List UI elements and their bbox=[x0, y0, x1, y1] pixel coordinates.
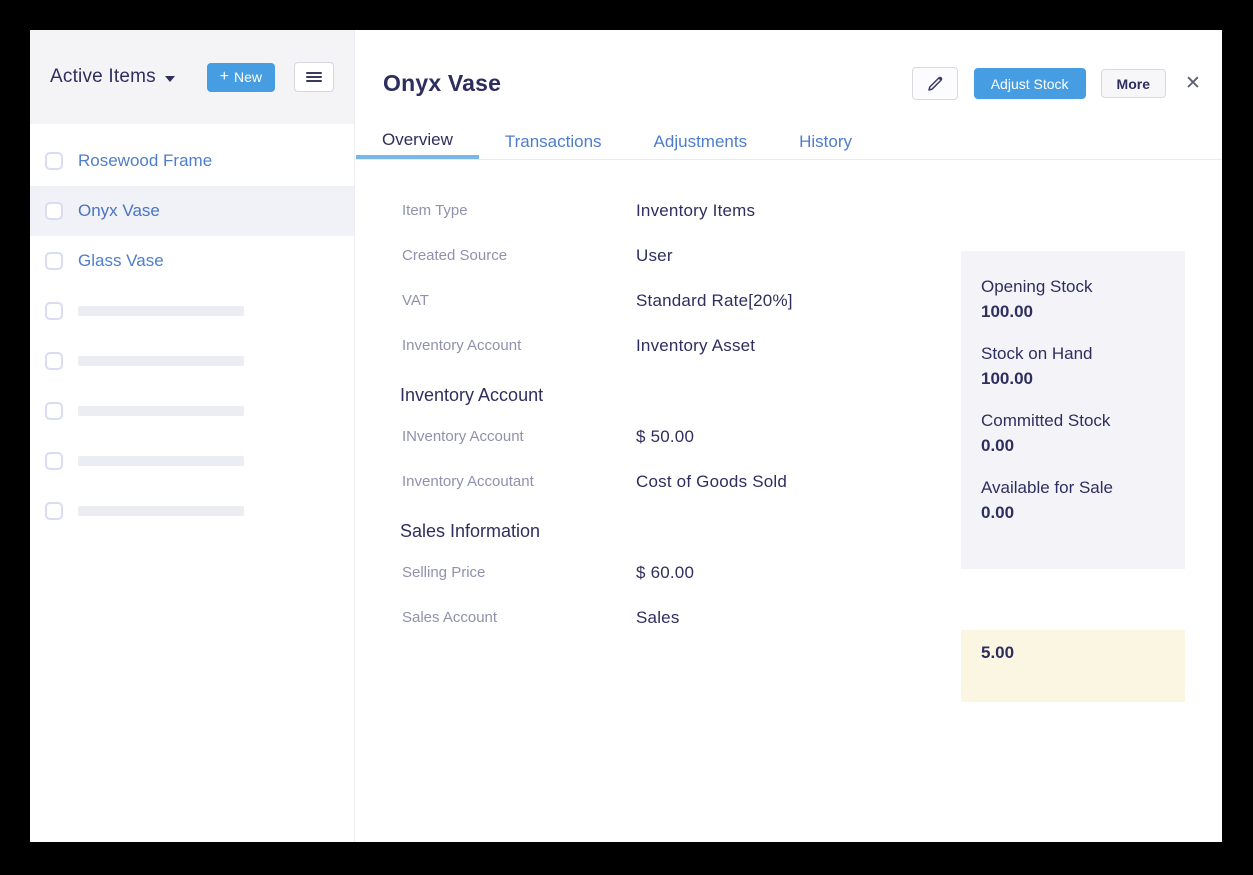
field-item-type: Item Type Inventory Items bbox=[383, 188, 953, 233]
hamburger-icon bbox=[306, 72, 322, 74]
reorder-point-box: 5.00 bbox=[961, 630, 1185, 702]
field-value: $ 50.00 bbox=[636, 426, 695, 446]
item-list: Rosewood Frame Onyx Vase Glass Vase bbox=[30, 124, 354, 536]
stock-committed: Committed Stock 0.00 bbox=[981, 411, 1175, 456]
field-inventory-accoutant: Inventory Accoutant Cost of Goods Sold bbox=[383, 459, 953, 504]
field-value: Sales bbox=[636, 607, 680, 627]
field-label: Created Source bbox=[402, 247, 508, 264]
app-window: Active Items + New Rosewood Frame Onyx V… bbox=[30, 30, 1222, 842]
field-selling-price: Selling Price $ 60.00 bbox=[383, 550, 953, 595]
field-label: VAT bbox=[402, 292, 429, 309]
new-item-button[interactable]: + New bbox=[206, 62, 275, 92]
tab-transactions[interactable]: Transactions bbox=[504, 132, 602, 151]
field-inventory-account: Inventory Account Inventory Asset bbox=[383, 323, 953, 368]
field-value: Inventory Items bbox=[636, 200, 756, 220]
field-label: Inventory Account bbox=[402, 337, 522, 354]
tab-overview[interactable]: Overview bbox=[356, 125, 479, 159]
items-filter-dropdown[interactable]: Active Items bbox=[50, 66, 175, 88]
item-checkbox[interactable] bbox=[45, 202, 63, 220]
page-title: Onyx Vase bbox=[383, 70, 502, 96]
stock-available: Available for Sale 0.00 bbox=[981, 478, 1175, 523]
field-value: Standard Rate[20%] bbox=[636, 290, 793, 310]
stock-label: Stock on Hand bbox=[981, 344, 1093, 363]
section-heading-sales-information: Sales Information bbox=[400, 520, 541, 541]
plus-icon: + bbox=[219, 68, 229, 85]
skeleton-placeholder bbox=[78, 506, 244, 516]
item-checkbox[interactable] bbox=[45, 402, 63, 420]
field-value: Cost of Goods Sold bbox=[636, 471, 788, 491]
stock-value: 0.00 bbox=[981, 503, 1015, 522]
items-filter-label: Active Items bbox=[50, 66, 156, 87]
stock-opening: Opening Stock 100.00 bbox=[981, 277, 1175, 322]
skeleton-placeholder bbox=[78, 456, 244, 466]
skeleton-row bbox=[30, 386, 354, 436]
list-menu-button[interactable] bbox=[294, 62, 334, 92]
field-label: Sales Account bbox=[402, 609, 498, 626]
section-heading-inventory-account: Inventory Account bbox=[400, 384, 544, 405]
stock-summary-card: Opening Stock 100.00 Stock on Hand 100.0… bbox=[961, 251, 1185, 569]
adjust-stock-button[interactable]: Adjust Stock bbox=[973, 68, 1086, 99]
field-created-source: Created Source User bbox=[383, 233, 953, 278]
item-checkbox[interactable] bbox=[45, 152, 63, 170]
field-sales-account: Sales Account Sales bbox=[383, 595, 953, 640]
item-checkbox[interactable] bbox=[45, 302, 63, 320]
skeleton-row bbox=[30, 486, 354, 536]
pencil-icon bbox=[927, 76, 943, 91]
field-vat: VAT Standard Rate[20%] bbox=[383, 278, 953, 323]
reorder-point-value: 5.00 bbox=[981, 643, 1015, 662]
edit-item-button[interactable] bbox=[911, 67, 958, 100]
chevron-down-icon bbox=[164, 75, 175, 82]
skeleton-row bbox=[30, 286, 354, 336]
overview-content: Item Type Inventory Items Created Source… bbox=[383, 188, 953, 640]
field-label: INventory Account bbox=[402, 428, 524, 445]
close-icon[interactable]: ✕ bbox=[1180, 71, 1206, 97]
item-checkbox[interactable] bbox=[45, 452, 63, 470]
field-value: Inventory Asset bbox=[636, 335, 756, 355]
item-checkbox[interactable] bbox=[45, 502, 63, 520]
stock-label: Committed Stock bbox=[981, 411, 1111, 430]
list-item-onyx-vase[interactable]: Onyx Vase bbox=[30, 186, 354, 236]
more-button[interactable]: More bbox=[1100, 69, 1166, 98]
skeleton-placeholder bbox=[78, 356, 244, 366]
stock-label: Available for Sale bbox=[981, 478, 1113, 497]
skeleton-placeholder bbox=[78, 406, 244, 416]
list-item-rosewood-frame[interactable]: Rosewood Frame bbox=[30, 136, 354, 186]
tab-history[interactable]: History bbox=[799, 132, 852, 151]
field-inventory-account-price: INventory Account $ 50.00 bbox=[383, 414, 953, 459]
skeleton-row bbox=[30, 436, 354, 486]
field-value: $ 60.00 bbox=[636, 562, 695, 582]
stock-on-hand: Stock on Hand 100.00 bbox=[981, 344, 1175, 389]
stock-label: Opening Stock bbox=[981, 277, 1093, 296]
item-checkbox[interactable] bbox=[45, 352, 63, 370]
field-label: Item Type bbox=[402, 202, 468, 219]
items-sidebar: Active Items + New Rosewood Frame Onyx V… bbox=[30, 30, 355, 842]
item-name[interactable]: Onyx Vase bbox=[78, 201, 160, 220]
skeleton-row bbox=[30, 336, 354, 386]
detail-header: Onyx Vase Adjust Stock More ✕ bbox=[383, 67, 1206, 100]
item-name[interactable]: Glass Vase bbox=[78, 251, 164, 270]
item-checkbox[interactable] bbox=[45, 252, 63, 270]
item-name[interactable]: Rosewood Frame bbox=[78, 151, 213, 170]
stock-value: 0.00 bbox=[981, 436, 1015, 455]
list-item-glass-vase[interactable]: Glass Vase bbox=[30, 236, 354, 286]
tab-adjustments[interactable]: Adjustments bbox=[653, 132, 748, 151]
sidebar-header: Active Items + New bbox=[30, 30, 354, 124]
item-detail-panel: Onyx Vase Adjust Stock More ✕ Overview T… bbox=[355, 30, 1222, 842]
field-label: Inventory Accoutant bbox=[402, 473, 534, 490]
stock-value: 100.00 bbox=[981, 302, 1033, 321]
detail-tabs: Overview Transactions Adjustments Histor… bbox=[355, 125, 1222, 160]
new-item-button-label: New bbox=[233, 69, 262, 85]
field-label: Selling Price bbox=[402, 564, 486, 581]
skeleton-placeholder bbox=[78, 306, 244, 316]
stock-value: 100.00 bbox=[981, 369, 1033, 388]
field-value: User bbox=[636, 245, 673, 265]
